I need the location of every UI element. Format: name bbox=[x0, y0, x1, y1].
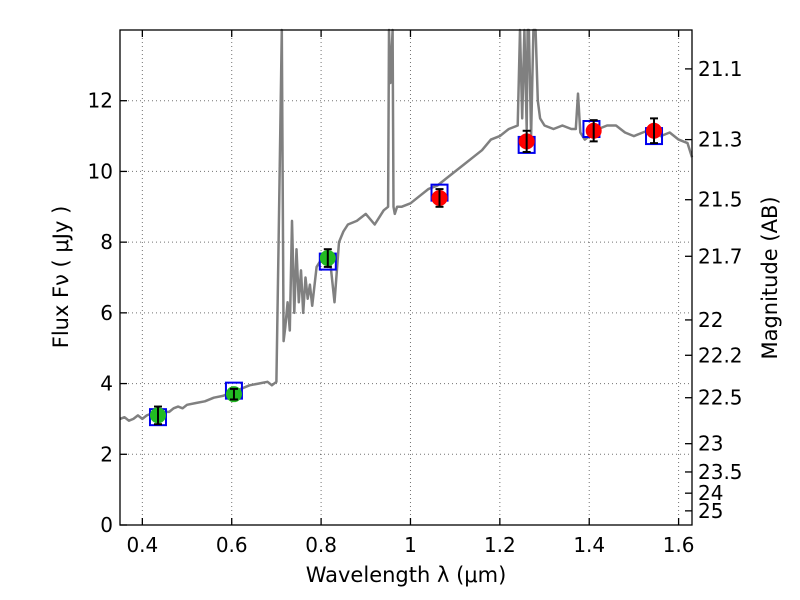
magnitude-tick-label: 22 bbox=[698, 308, 723, 332]
axis-ticks bbox=[120, 30, 692, 526]
y-axis-label: Flux Fν ( μJy ) bbox=[49, 206, 73, 349]
magnitude-tick-label: 21.1 bbox=[698, 57, 743, 81]
x-tick-label: 1.6 bbox=[663, 533, 695, 557]
magnitude-tick-label: 22.2 bbox=[698, 343, 743, 367]
magnitude-tick-label: 23.5 bbox=[698, 460, 743, 484]
x-tick-label: 0.4 bbox=[126, 533, 158, 557]
x-tick-label: 1.4 bbox=[573, 533, 605, 557]
y-tick-label: 8 bbox=[100, 230, 113, 254]
y-tick-label: 4 bbox=[100, 372, 113, 396]
y-tick-label: 6 bbox=[100, 301, 113, 325]
magnitude-tick-label: 24 bbox=[698, 481, 723, 505]
magnitude-tick-label: 22.5 bbox=[698, 386, 743, 410]
y-tick-label: 12 bbox=[88, 89, 113, 113]
grid-lines bbox=[120, 30, 692, 526]
spectrum-line bbox=[119, 28, 694, 422]
x-tick-label: 1.2 bbox=[484, 533, 516, 557]
magnitude-tick-label: 25 bbox=[698, 499, 723, 523]
magnitude-tick-label: 21.3 bbox=[698, 128, 743, 152]
y-tick-label: 0 bbox=[100, 513, 113, 537]
magnitude-tick-label: 21.7 bbox=[698, 244, 743, 268]
model-photometry-layer bbox=[148, 120, 664, 427]
plot-frame bbox=[119, 29, 693, 526]
y-tick-label: 10 bbox=[88, 159, 113, 183]
magnitude-tick-label: 21.5 bbox=[698, 188, 743, 212]
x-axis-label: Wavelength λ (μm) bbox=[306, 563, 507, 587]
x-tick-label: 0.6 bbox=[216, 533, 248, 557]
x-tick-label: 1 bbox=[404, 533, 417, 557]
y-tick-label: 2 bbox=[100, 442, 113, 466]
x-tick-labels: 0.4 0.6 0.8 1 1.2 1.4 1.6 bbox=[126, 533, 694, 557]
magnitude-tick-label: 23 bbox=[698, 432, 723, 456]
spectrum-layer bbox=[119, 28, 694, 422]
observed-photometry-layer bbox=[149, 117, 663, 426]
right-axis-label: Magnitude (AB) bbox=[758, 196, 782, 359]
x-tick-label: 0.8 bbox=[305, 533, 337, 557]
y-tick-labels: 0 2 4 6 8 10 12 bbox=[88, 89, 113, 537]
